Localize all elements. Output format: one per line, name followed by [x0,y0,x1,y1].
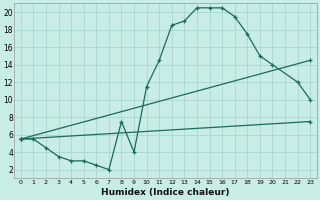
X-axis label: Humidex (Indice chaleur): Humidex (Indice chaleur) [101,188,230,197]
